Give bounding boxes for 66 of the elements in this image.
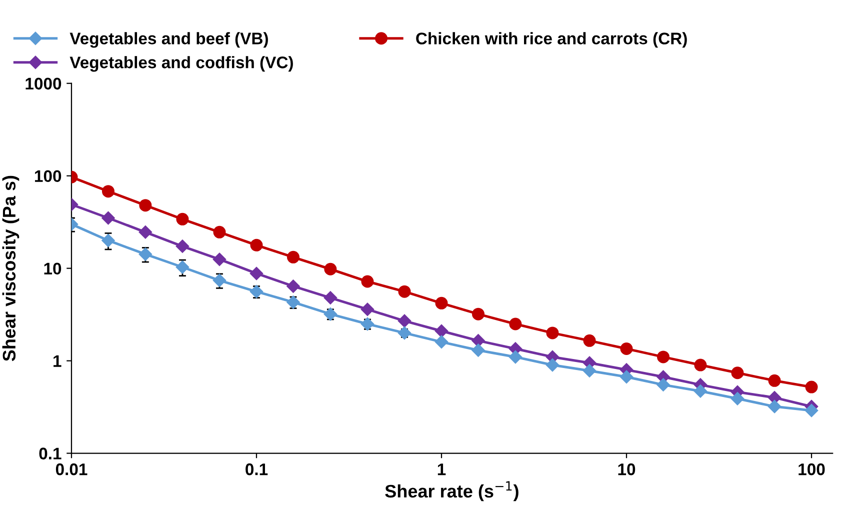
point [694, 384, 708, 398]
point [620, 342, 633, 355]
point [324, 291, 338, 304]
point [768, 400, 782, 414]
point [324, 262, 337, 276]
point [138, 226, 152, 239]
point [102, 185, 114, 198]
point [176, 240, 190, 253]
point [324, 307, 338, 321]
point [398, 326, 412, 340]
point [657, 350, 670, 364]
point [805, 380, 818, 394]
point [212, 252, 226, 266]
point [434, 335, 448, 349]
point [176, 212, 189, 226]
point [250, 238, 263, 252]
y-tick-label: 10 [44, 262, 62, 275]
legend-label: Chicken with rice and carrots (CR) [416, 32, 687, 48]
y-tick-label: 1000 [26, 78, 62, 90]
point [212, 274, 226, 287]
point [102, 234, 115, 248]
x-axis-title: Shear rate (s$^{−1}$) [385, 481, 518, 502]
y-axis-title: Shear viscosity (Pa s) [2, 176, 20, 362]
point [286, 296, 300, 309]
point [213, 226, 226, 238]
point [434, 324, 448, 338]
x-tick-label: 100 [798, 463, 825, 476]
y-tick-label: 1 [54, 355, 62, 367]
point [176, 260, 190, 274]
point [250, 266, 264, 280]
point [286, 250, 300, 264]
point [730, 392, 744, 406]
point [768, 374, 781, 387]
point [546, 326, 559, 340]
y-tick-label: 0.1 [39, 448, 62, 460]
point [546, 358, 560, 372]
point [804, 404, 818, 418]
point [472, 344, 485, 357]
point [398, 285, 411, 298]
point [435, 296, 448, 310]
point [694, 358, 707, 372]
x-tick-label: 1 [438, 464, 446, 476]
point [361, 275, 374, 288]
point [472, 308, 484, 320]
legend-label: Vegetables and beef (VB) [70, 32, 268, 48]
x-tick-label: 0.1 [246, 463, 268, 476]
point [582, 364, 596, 378]
point [508, 350, 522, 364]
x-tick-label: 0.01 [56, 463, 88, 476]
point [509, 318, 522, 330]
y-tick-label: 100 [35, 170, 62, 182]
point [360, 317, 374, 331]
point [583, 334, 596, 347]
x-tick-label: 10 [618, 463, 636, 476]
point [102, 211, 115, 225]
legend-label: Vegetables and codfish (VC) [70, 56, 293, 72]
point [360, 302, 374, 316]
point [286, 280, 300, 293]
point [731, 366, 744, 380]
point [656, 378, 670, 392]
point [139, 199, 152, 212]
point [398, 314, 412, 328]
point [138, 248, 152, 261]
point [250, 285, 264, 298]
point [472, 334, 485, 348]
point [620, 370, 634, 384]
